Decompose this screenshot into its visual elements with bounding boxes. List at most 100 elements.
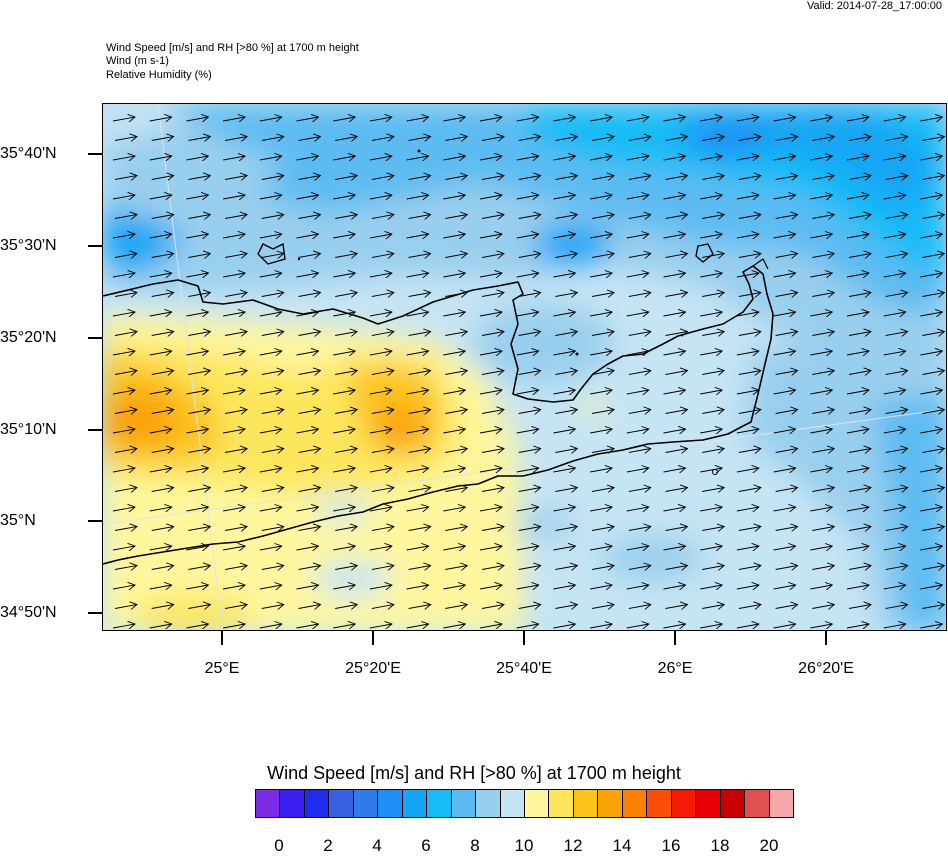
wind-arrow xyxy=(481,527,504,531)
wind-arrow xyxy=(112,585,135,589)
colorbar-tick-label: 14 xyxy=(612,836,632,855)
wind-arrow xyxy=(702,527,724,531)
colorbar-swatch xyxy=(647,790,672,817)
wind-arrow xyxy=(665,215,688,219)
wind-arrow xyxy=(555,449,577,453)
wind-arrow xyxy=(445,293,467,297)
wind-arrow xyxy=(481,215,504,219)
wind-arrow xyxy=(186,312,208,316)
wind-arrow xyxy=(149,624,172,628)
wind-arrow xyxy=(773,429,796,433)
wind-arrow xyxy=(114,215,137,219)
colorbar-tick-label: 20 xyxy=(759,836,779,855)
wind-arrow xyxy=(445,605,467,609)
wind-arrow xyxy=(812,527,834,531)
wind-arrow xyxy=(369,117,392,121)
wind-arrow xyxy=(481,293,504,297)
wind-arrow xyxy=(335,371,357,375)
wind-arrow xyxy=(775,137,798,141)
wind-arrow xyxy=(555,332,577,336)
wind-arrow xyxy=(406,546,429,550)
wind-arrow xyxy=(371,605,394,609)
wind-arrow xyxy=(555,488,577,492)
wind-arrow xyxy=(114,488,137,492)
wind-arrow xyxy=(626,546,649,550)
wind-arrow xyxy=(773,624,796,628)
wind-arrow xyxy=(408,488,431,492)
wind-arrow xyxy=(479,468,502,472)
wind-arrow xyxy=(296,312,319,316)
wind-arrow xyxy=(736,195,759,199)
colorbar xyxy=(255,789,794,818)
wind-arrow xyxy=(445,371,467,375)
wind-arrow xyxy=(626,234,649,238)
wind-arrow xyxy=(516,390,539,394)
colorbar-swatch xyxy=(476,790,501,817)
wind-arrow xyxy=(812,566,834,570)
wind-arrow xyxy=(848,254,871,258)
colorbar-tick-label: 12 xyxy=(563,836,583,855)
wind-arrow xyxy=(702,293,724,297)
wind-arrow xyxy=(736,312,759,316)
wind-arrow xyxy=(479,624,502,628)
wind-arrow xyxy=(259,273,282,277)
wind-arrow xyxy=(885,488,908,492)
wind-arrow xyxy=(445,176,467,180)
wind-arrow xyxy=(296,507,319,511)
wind-arrow xyxy=(151,137,174,141)
wind-arrow xyxy=(481,410,504,414)
wind-arrow xyxy=(920,429,942,433)
wind-arrow xyxy=(443,312,465,316)
wind-arrow xyxy=(592,605,614,609)
wind-arrow xyxy=(663,273,686,277)
wind-arrow xyxy=(443,117,465,121)
wind-arrow xyxy=(663,468,686,472)
wind-arrow xyxy=(812,293,834,297)
wind-arrow xyxy=(738,176,761,180)
wind-arrow xyxy=(406,507,429,511)
wind-arrow xyxy=(775,332,798,336)
lon-label: 26°E xyxy=(657,660,693,677)
wind-arrow xyxy=(443,234,465,238)
wind-arrow xyxy=(406,390,429,394)
wind-arrow xyxy=(812,605,834,609)
lat-label: 35°30'N xyxy=(0,237,57,254)
wind-arrow xyxy=(846,234,869,238)
wind-arrow xyxy=(333,546,355,550)
wind-arrow xyxy=(885,215,908,219)
wind-arrow xyxy=(259,312,282,316)
wind-arrow xyxy=(259,624,282,628)
wind-arrow xyxy=(335,566,357,570)
lat-tick xyxy=(88,153,102,155)
lon-tick xyxy=(372,631,374,645)
wind-arrow xyxy=(296,468,319,472)
wind-arrow xyxy=(114,137,137,141)
wind-arrow xyxy=(151,371,174,375)
wind-arrow xyxy=(516,273,539,277)
wind-arrow xyxy=(920,390,942,394)
wind-arrow xyxy=(773,117,796,121)
wind-arrow xyxy=(663,507,686,511)
wind-arrow xyxy=(810,234,832,238)
colorbar-swatch xyxy=(280,790,305,817)
wind-arrow xyxy=(225,527,247,531)
wind-arrow xyxy=(810,546,832,550)
lat-tick xyxy=(88,429,102,431)
wind-arrow xyxy=(702,215,724,219)
wind-arrow xyxy=(846,156,869,160)
lat-tick xyxy=(88,520,102,522)
wind-arrow xyxy=(149,156,172,160)
wind-arrow xyxy=(555,176,577,180)
wind-arrow xyxy=(371,410,394,414)
wind-arrow xyxy=(518,215,541,219)
wind-arrow xyxy=(333,390,355,394)
wind-arrow xyxy=(333,429,355,433)
wind-arrow xyxy=(665,605,688,609)
wind-arrow xyxy=(920,195,942,199)
wind-arrow xyxy=(479,117,502,121)
wind-arrow xyxy=(298,527,321,531)
wind-arrow xyxy=(812,371,834,375)
wind-arrow xyxy=(335,332,357,336)
wind-arrow xyxy=(553,351,575,355)
wind-arrow xyxy=(259,585,282,589)
